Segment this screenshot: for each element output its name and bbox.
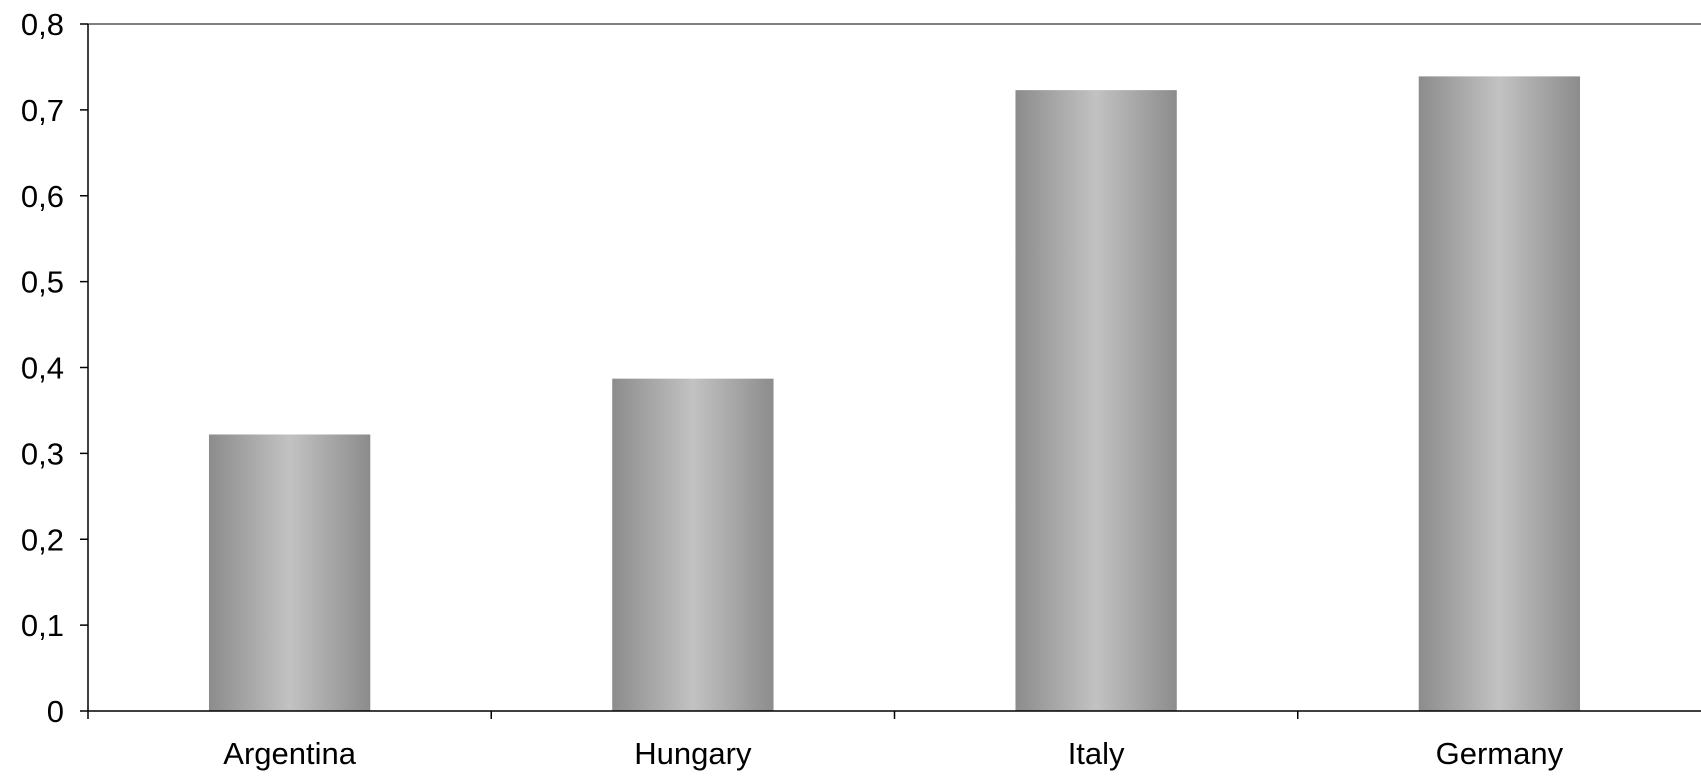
- bar-italy: [1015, 90, 1177, 711]
- x-axis-ticks: Argentina Hungary Italy Germany: [87, 711, 1564, 771]
- y-tick-label: 0,7: [21, 93, 64, 128]
- y-tick-label: 0,1: [21, 608, 64, 643]
- bar-argentina: [208, 434, 371, 711]
- bar-germany: [1418, 76, 1581, 712]
- x-tick-label: Italy: [1068, 736, 1125, 771]
- x-tick-label: Argentina: [223, 736, 356, 771]
- y-tick-label: 0,4: [21, 351, 64, 386]
- x-tick-label: Hungary: [634, 736, 752, 771]
- y-tick-label: 0: [47, 694, 64, 729]
- bar-hungary: [612, 378, 774, 711]
- x-tick-label: Germany: [1436, 736, 1564, 771]
- y-tick-label: 0,5: [21, 265, 64, 300]
- y-tick-label: 0,2: [21, 522, 64, 557]
- y-axis-ticks: 0 0,1 0,2 0,3 0,4 0,5 0,6 0,7 0,8: [21, 7, 88, 729]
- y-tick-label: 0,3: [21, 436, 64, 471]
- bars: [208, 76, 1581, 712]
- y-tick-label: 0,8: [21, 7, 64, 42]
- y-tick-label: 0,6: [21, 179, 64, 214]
